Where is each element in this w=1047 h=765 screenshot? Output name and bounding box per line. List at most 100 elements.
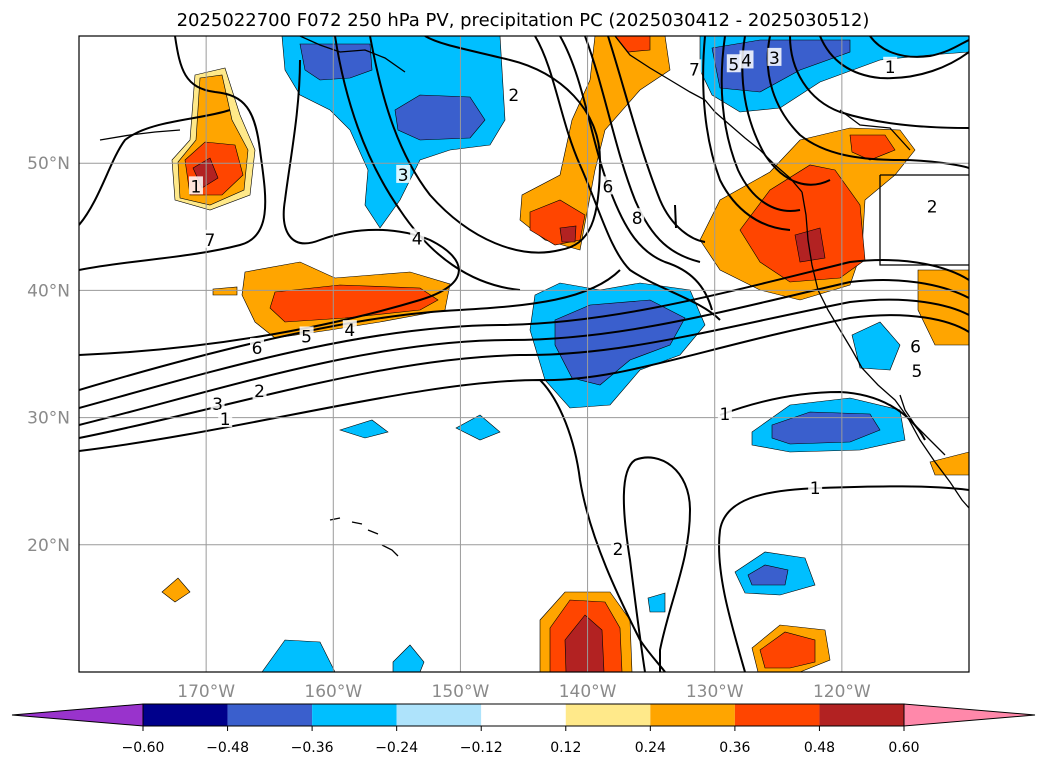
pv-contour-label: 5 bbox=[728, 55, 739, 75]
positive-anomaly-region bbox=[212, 286, 238, 296]
colorbar-bin bbox=[650, 704, 735, 726]
colorbar-tick-label: 0.48 bbox=[804, 740, 835, 756]
pv-contour-label: 6 bbox=[603, 177, 614, 197]
pv-contour-line bbox=[718, 485, 969, 672]
contour-label-halo bbox=[687, 59, 702, 78]
contour-label-halo bbox=[630, 208, 645, 227]
colorbar-tick-label: −0.12 bbox=[460, 740, 503, 756]
contour-label-halo bbox=[299, 326, 314, 345]
contour-label-halo bbox=[925, 196, 940, 215]
pv-contour-line bbox=[789, 36, 969, 129]
coastline-segment bbox=[879, 175, 969, 266]
colorbar-tick-label: 0.24 bbox=[635, 740, 666, 756]
negative-anomaly-region bbox=[339, 419, 389, 439]
pv-contour-label: 6 bbox=[252, 339, 263, 359]
colorbar-frame bbox=[142, 703, 905, 727]
pv-contour-label: 1 bbox=[191, 177, 202, 197]
negative-anomaly-region bbox=[647, 592, 666, 613]
positive-anomaly-region bbox=[759, 631, 816, 669]
pv-contour-line bbox=[539, 379, 666, 672]
pv-contour-line bbox=[79, 109, 231, 226]
positive-anomaly-region bbox=[564, 614, 605, 672]
graticule bbox=[79, 36, 969, 672]
contour-label-halo bbox=[883, 56, 898, 75]
pv-contour-label: 1 bbox=[220, 410, 231, 430]
colorbar-bin bbox=[565, 704, 651, 726]
colorbar-tick-label: 0.60 bbox=[888, 740, 919, 756]
contour-label-halo bbox=[611, 538, 626, 557]
pv-contour-line bbox=[622, 456, 692, 672]
colorbar-extend-max bbox=[903, 703, 1036, 727]
contour-label-halo bbox=[717, 404, 732, 423]
coastline-segment bbox=[801, 191, 969, 509]
pv-contour-label: 2 bbox=[508, 86, 519, 106]
colorbar-bin bbox=[396, 704, 482, 726]
colorbar-bin bbox=[734, 704, 820, 726]
contour-label-halo bbox=[210, 393, 225, 412]
pv-contour-line bbox=[584, 36, 701, 263]
longitude-tick-label: 170°W bbox=[177, 682, 235, 702]
negative-anomaly-region bbox=[392, 644, 425, 672]
negative-anomaly-region bbox=[281, 36, 506, 229]
pv-contour-label: 8 bbox=[632, 209, 643, 229]
longitude-tick-labels: 170°W 160°W 150°W 140°W 130°W 120°W bbox=[177, 682, 871, 702]
longitude-tick-label: 140°W bbox=[559, 682, 617, 702]
colorbar-bin bbox=[819, 704, 904, 726]
colorbar-tick-label: 0.36 bbox=[719, 740, 750, 756]
colorbar-bin bbox=[312, 704, 397, 726]
coastline-segment bbox=[839, 109, 911, 151]
pv-contour-label: 4 bbox=[344, 321, 355, 341]
colorbar-bin bbox=[143, 704, 228, 726]
colorbar-tick-label: 0.12 bbox=[550, 740, 581, 756]
coastline-segment bbox=[99, 129, 181, 141]
pv-contour-line bbox=[741, 36, 831, 186]
pv-contour-label: 5 bbox=[911, 362, 922, 382]
colorbar-bin bbox=[481, 704, 566, 726]
pv-contour-line bbox=[819, 36, 969, 80]
positive-anomaly-region bbox=[161, 577, 191, 603]
contour-label-halo bbox=[726, 54, 741, 73]
colorbar-tick-label: −0.36 bbox=[291, 740, 334, 756]
contour-label-halo bbox=[396, 164, 411, 183]
negative-anomaly-region bbox=[394, 94, 486, 141]
contour-label-halo bbox=[252, 381, 267, 400]
negative-anomaly-region bbox=[261, 639, 336, 672]
pv-contour-label: 1 bbox=[885, 58, 896, 78]
contour-label-halo bbox=[739, 50, 754, 69]
contour-label-halo bbox=[202, 229, 217, 248]
pv-contour-line bbox=[534, 36, 721, 321]
contour-label-halo bbox=[808, 477, 823, 496]
contour-label-halo bbox=[342, 320, 357, 339]
pv-contour-label: 7 bbox=[689, 60, 700, 80]
latitude-tick-labels: 50°N 40°N 30°N 20°N bbox=[27, 154, 70, 556]
contour-label-halo bbox=[250, 337, 264, 356]
pv-contour-line bbox=[719, 390, 926, 441]
precipitation-anomaly-shading bbox=[161, 36, 969, 672]
pv-contour-line bbox=[559, 36, 713, 311]
pv-contour-line bbox=[369, 36, 602, 254]
pv-contour-line bbox=[674, 204, 677, 229]
pv-contour-label: 2 bbox=[927, 198, 938, 218]
contour-label-halo bbox=[909, 360, 924, 379]
contour-label-halo bbox=[218, 409, 233, 428]
pv-contour-label: 1 bbox=[719, 405, 730, 425]
positive-anomaly-region bbox=[794, 227, 826, 263]
colorbar-extend-min bbox=[11, 703, 144, 727]
pv-contour-label: 4 bbox=[412, 230, 423, 250]
pv-contour-line bbox=[869, 36, 969, 58]
pv-contour-label: 2 bbox=[613, 540, 624, 560]
colorbar-tick-label: −0.48 bbox=[206, 740, 249, 756]
pv-contour-line bbox=[766, 36, 969, 169]
longitude-tick-label: 130°W bbox=[686, 682, 744, 702]
contour-label-halo bbox=[188, 176, 203, 195]
map-title: 2025022700 F072 250 hPa PV, precipitatio… bbox=[177, 10, 870, 31]
coastline-segment bbox=[299, 36, 406, 73]
contour-label-halo bbox=[600, 176, 615, 195]
pv-contour-line bbox=[79, 279, 969, 426]
negative-anomaly-region bbox=[771, 411, 881, 445]
latitude-tick-label: 40°N bbox=[27, 281, 70, 301]
negative-anomaly-region bbox=[299, 43, 373, 81]
colorbar-tick-label: −0.24 bbox=[375, 740, 418, 756]
positive-anomaly-region bbox=[559, 225, 577, 243]
